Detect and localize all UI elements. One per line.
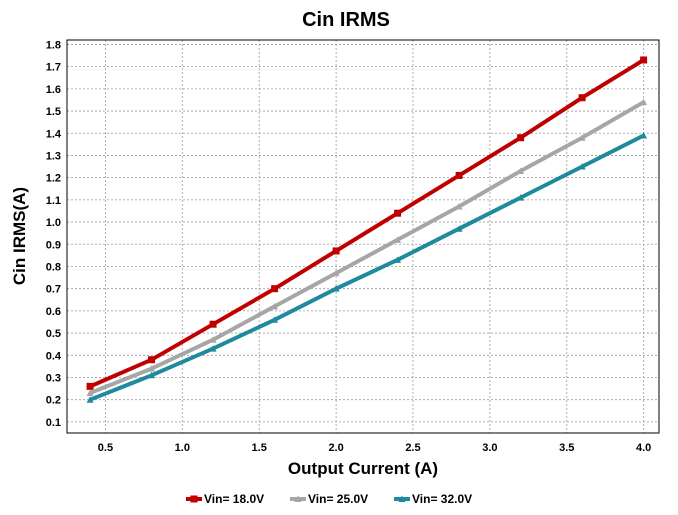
data-point bbox=[640, 98, 648, 106]
y-tick-label: 1.5 bbox=[46, 106, 61, 118]
chart-title: Cin IRMS bbox=[302, 9, 390, 31]
data-point bbox=[578, 134, 586, 141]
legend-item-3: Vin= 32.0V bbox=[394, 492, 472, 506]
x-axis-title: Output Current (A) bbox=[288, 459, 438, 478]
series-2 bbox=[86, 98, 648, 397]
y-tick-label: 0.8 bbox=[46, 261, 61, 273]
data-point bbox=[455, 171, 463, 179]
x-tick-labels: 0.5 1.0 1.5 2.0 2.5 3.0 3.5 4.0 bbox=[98, 442, 651, 454]
y-tick-label: 1.1 bbox=[46, 195, 61, 207]
legend-marker bbox=[190, 495, 198, 503]
y-axis-title: Cin IRMS(A) bbox=[10, 187, 29, 285]
series-3 bbox=[86, 131, 648, 403]
x-tick-label: 2.5 bbox=[405, 442, 420, 454]
y-tick-label: 1.6 bbox=[46, 84, 61, 96]
series-1 bbox=[86, 56, 648, 390]
data-point bbox=[394, 209, 402, 217]
data-point bbox=[271, 302, 279, 310]
data-point bbox=[209, 336, 217, 343]
legend: Vin= 18.0V Vin= 25.0V Vin= 32.0V bbox=[186, 492, 472, 506]
legend-item-1: Vin= 18.0V bbox=[186, 492, 264, 506]
y-tick-label: 1.2 bbox=[46, 173, 61, 185]
data-point bbox=[517, 134, 525, 142]
x-tick-label: 0.5 bbox=[98, 442, 113, 454]
y-tick-labels: 0.1 0.2 0.3 0.4 0.5 0.6 0.7 0.8 0.9 1.0 1.1 1.2 1.3 1… bbox=[46, 39, 62, 428]
data-point bbox=[86, 389, 94, 397]
x-tick-label: 2.0 bbox=[328, 442, 343, 454]
x-tick-label: 1.0 bbox=[175, 442, 190, 454]
series-line bbox=[89, 58, 645, 389]
legend-item-2: Vin= 25.0V bbox=[290, 492, 368, 506]
x-tick-label: 1.5 bbox=[252, 442, 267, 454]
data-point bbox=[332, 269, 340, 277]
data-point bbox=[394, 256, 402, 263]
data-point bbox=[517, 194, 525, 201]
data-point bbox=[578, 94, 586, 102]
data-point bbox=[86, 396, 94, 403]
y-tick-label: 1.3 bbox=[46, 150, 61, 162]
series-line bbox=[89, 100, 645, 395]
data-point bbox=[148, 356, 156, 364]
data-point bbox=[271, 285, 279, 293]
data-point bbox=[271, 316, 279, 323]
data-point bbox=[640, 56, 648, 64]
plot-frame bbox=[66, 39, 660, 434]
data-point bbox=[517, 167, 525, 174]
data-point bbox=[86, 382, 94, 390]
y-tick-label: 1.0 bbox=[46, 217, 61, 229]
legend-label: Vin= 32.0V bbox=[412, 492, 472, 506]
data-point bbox=[332, 247, 340, 255]
data-point bbox=[332, 285, 340, 292]
y-tick-label: 1.8 bbox=[46, 39, 61, 51]
y-tick-label: 0.4 bbox=[46, 350, 62, 362]
y-tick-label: 0.6 bbox=[46, 306, 61, 318]
legend-label: Vin= 25.0V bbox=[308, 492, 368, 506]
x-tick-label: 3.0 bbox=[482, 442, 497, 454]
data-point bbox=[455, 203, 463, 210]
legend-marker bbox=[398, 495, 406, 502]
grid bbox=[67, 40, 659, 433]
y-tick-label: 1.4 bbox=[46, 128, 62, 140]
series-layer bbox=[86, 56, 648, 403]
y-tick-label: 0.2 bbox=[46, 395, 61, 407]
data-point bbox=[394, 236, 402, 243]
y-tick-label: 1.7 bbox=[46, 62, 61, 74]
data-point bbox=[209, 345, 217, 352]
y-tick-label: 0.1 bbox=[46, 417, 61, 429]
y-tick-label: 0.5 bbox=[46, 328, 61, 340]
data-point bbox=[455, 225, 463, 232]
data-point bbox=[209, 320, 217, 328]
series-line bbox=[89, 133, 645, 402]
data-point bbox=[148, 365, 156, 372]
y-tick-label: 0.9 bbox=[46, 239, 61, 251]
y-tick-label: 0.7 bbox=[46, 284, 61, 296]
legend-marker bbox=[294, 495, 302, 502]
x-tick-label: 3.5 bbox=[559, 442, 574, 454]
legend-label: Vin= 18.0V bbox=[204, 492, 264, 506]
data-point bbox=[640, 131, 648, 139]
data-point bbox=[578, 163, 586, 170]
data-point bbox=[148, 371, 156, 379]
x-tick-label: 4.0 bbox=[636, 442, 651, 454]
y-tick-label: 0.3 bbox=[46, 372, 61, 384]
